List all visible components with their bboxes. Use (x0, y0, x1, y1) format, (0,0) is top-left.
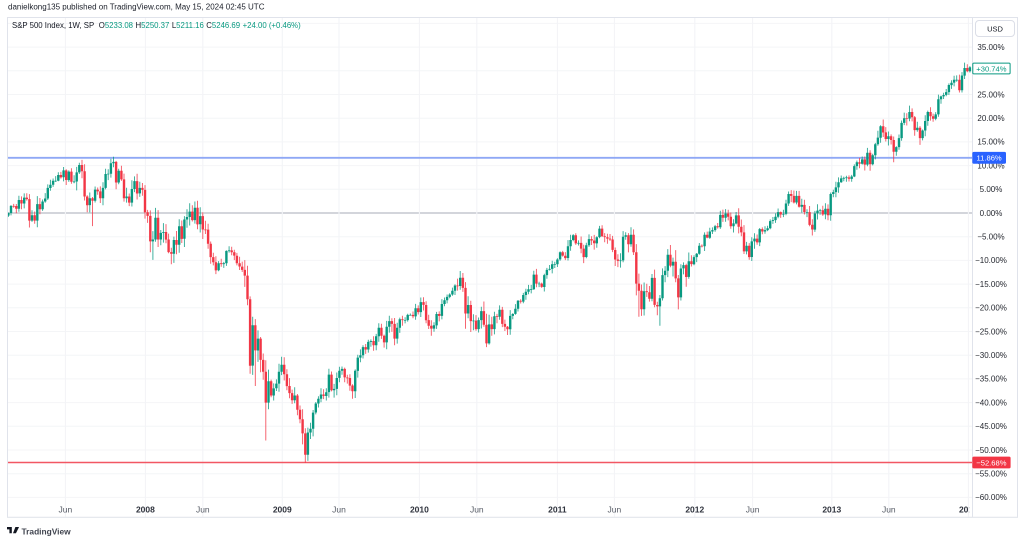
svg-text:−55.00%: −55.00% (975, 470, 1007, 479)
svg-text:danielkong135 published on Tra: danielkong135 published on TradingView.c… (8, 2, 265, 11)
svg-text:Jun: Jun (59, 505, 73, 515)
svg-text:−40.00%: −40.00% (975, 398, 1007, 407)
svg-text:2014: 2014 (959, 505, 978, 515)
svg-text:−60.00%: −60.00% (975, 493, 1007, 502)
svg-text:2011: 2011 (548, 505, 567, 515)
svg-text:2012: 2012 (685, 505, 704, 515)
svg-text:11.86%: 11.86% (976, 154, 1001, 163)
svg-text:2009: 2009 (273, 505, 292, 515)
svg-text:Jun: Jun (882, 505, 896, 515)
svg-text:−35.00%: −35.00% (975, 375, 1007, 384)
svg-text:0.00%: 0.00% (980, 209, 1003, 218)
svg-text:S&P 500 Index, 1W, SP O5233.08: S&P 500 Index, 1W, SP O5233.08 H5250.37 L5… (12, 21, 301, 30)
svg-text:USD: USD (987, 25, 1003, 34)
svg-text:2010: 2010 (410, 505, 429, 515)
svg-text:−52.68%: −52.68% (976, 458, 1006, 467)
svg-text:35.00%: 35.00% (977, 43, 1004, 52)
svg-text:Jun: Jun (746, 505, 760, 515)
svg-text:20.00%: 20.00% (977, 114, 1004, 123)
svg-text:10.00%: 10.00% (977, 161, 1004, 170)
svg-text:5.00%: 5.00% (980, 185, 1003, 194)
svg-text:−30.00%: −30.00% (975, 351, 1007, 360)
svg-text:−20.00%: −20.00% (975, 304, 1007, 313)
svg-text:−25.00%: −25.00% (975, 327, 1007, 336)
svg-text:15.00%: 15.00% (977, 138, 1004, 147)
svg-text:−45.00%: −45.00% (975, 422, 1007, 431)
svg-text:2008: 2008 (136, 505, 155, 515)
svg-text:Jun: Jun (332, 505, 346, 515)
svg-text:Jun: Jun (470, 505, 484, 515)
svg-text:−10.00%: −10.00% (975, 256, 1007, 265)
svg-text:TradingView: TradingView (22, 526, 72, 536)
svg-text:Jun: Jun (196, 505, 210, 515)
svg-text:−50.00%: −50.00% (975, 446, 1007, 455)
svg-text:+30.74%: +30.74% (976, 64, 1006, 73)
svg-text:25.00%: 25.00% (977, 90, 1004, 99)
svg-text:2013: 2013 (822, 505, 841, 515)
svg-text:−5.00%: −5.00% (977, 233, 1004, 242)
svg-text:Jun: Jun (608, 505, 622, 515)
svg-text:−15.00%: −15.00% (975, 280, 1007, 289)
